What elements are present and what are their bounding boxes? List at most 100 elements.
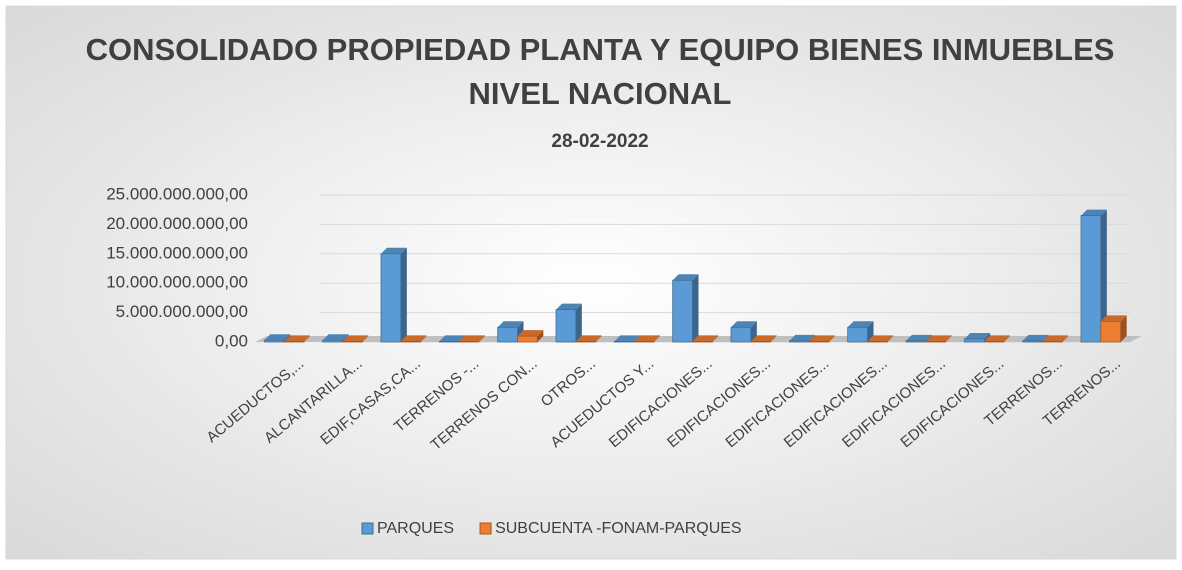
- bar-face: [983, 341, 1005, 343]
- bar: [517, 330, 544, 343]
- bar-face: [400, 341, 422, 343]
- bar-top: [672, 274, 699, 281]
- bar: [575, 335, 602, 343]
- bar-face: [1042, 341, 1063, 343]
- bar-side: [945, 335, 952, 342]
- bar-top: [692, 335, 719, 342]
- bar-side: [712, 335, 719, 342]
- bar-top: [906, 334, 932, 341]
- bar: [963, 333, 991, 343]
- bar-top: [1100, 315, 1127, 322]
- bar-side: [654, 335, 660, 342]
- bar-top: [809, 335, 835, 342]
- y-tick-label: 20.000.000.000,00: [106, 214, 248, 233]
- bar-top: [439, 335, 466, 342]
- bar-top: [1081, 209, 1107, 216]
- bar-face: [1080, 215, 1102, 343]
- bar-face: [847, 326, 868, 343]
- bar-top: [925, 335, 952, 342]
- bar: [672, 274, 699, 343]
- bar: [692, 335, 719, 343]
- bar-side: [887, 335, 894, 342]
- bar: [1100, 315, 1127, 343]
- bar-top: [264, 334, 291, 341]
- bar-face: [808, 341, 830, 343]
- bar-top: [322, 334, 349, 341]
- y-tick-label: 25.000.000.000,00: [106, 184, 248, 203]
- bar-side: [595, 335, 602, 342]
- bar-top: [459, 335, 485, 342]
- bar-side: [829, 335, 835, 342]
- bar-top: [731, 321, 757, 328]
- bar-top: [575, 335, 602, 342]
- bar: [925, 335, 952, 343]
- bar-top: [847, 321, 874, 328]
- bar-face: [283, 341, 305, 343]
- bar-side: [575, 303, 582, 342]
- bar-top: [517, 330, 544, 337]
- bar-top: [1042, 335, 1069, 342]
- bar-top: [1022, 334, 1049, 341]
- chart-subtitle: 28-02-2022: [551, 131, 648, 152]
- bar-face: [380, 253, 402, 343]
- bar: [808, 335, 835, 343]
- bar-top: [984, 335, 1010, 342]
- bar-side: [479, 335, 485, 342]
- bar-top: [750, 335, 777, 342]
- bar: [730, 321, 757, 343]
- bar-face: [575, 341, 597, 343]
- bar: [983, 335, 1010, 343]
- bar-face: [1022, 340, 1043, 343]
- bar-face: [263, 339, 285, 343]
- bar: [633, 335, 660, 343]
- bar-face: [750, 341, 772, 343]
- bar-face: [672, 279, 693, 343]
- bar-top: [556, 303, 582, 310]
- bar: [555, 303, 582, 343]
- bar-side: [304, 335, 310, 342]
- bar-top: [634, 335, 660, 342]
- bar: [750, 335, 777, 343]
- bar: [847, 321, 874, 343]
- y-tick-label: 5.000.000.000,00: [116, 302, 248, 321]
- legend-swatch: [479, 522, 492, 535]
- bar: [867, 335, 894, 343]
- bar-side: [692, 274, 699, 342]
- bar: [283, 335, 310, 343]
- bar-side: [867, 321, 874, 342]
- bar-top: [867, 335, 894, 342]
- bar: [1080, 209, 1107, 343]
- bar-face: [788, 340, 810, 343]
- chart-title: CONSOLIDADO PROPIEDAD PLANTA Y EQUIPO BI…: [86, 32, 1115, 111]
- chart-area: [5, 5, 1177, 560]
- bar: [458, 335, 485, 343]
- bar-top: [789, 334, 816, 341]
- bar-face: [438, 341, 460, 343]
- y-tick-label: 10.000.000.000,00: [106, 273, 248, 292]
- bar-face: [867, 341, 888, 343]
- bar-top: [342, 335, 369, 342]
- bar-side: [750, 321, 757, 342]
- bar-face: [517, 335, 538, 343]
- bar-side: [537, 330, 544, 342]
- bar: [1042, 335, 1069, 343]
- bar: [342, 335, 369, 343]
- bar-side: [1100, 209, 1107, 342]
- bar-top: [284, 335, 310, 342]
- bar-face: [555, 309, 577, 343]
- bar-face: [342, 341, 363, 343]
- bar-side: [770, 335, 777, 342]
- bar-top: [400, 335, 427, 342]
- y-tick-label: 15.000.000.000,00: [106, 243, 248, 262]
- bar-face: [613, 341, 635, 343]
- title-line: NIVEL NACIONAL: [469, 76, 732, 111]
- bar-side: [1062, 335, 1069, 342]
- bar-top: [614, 335, 641, 342]
- bar-face: [925, 341, 947, 343]
- bar-face: [497, 326, 518, 343]
- y-tick-label: 0,00: [215, 331, 248, 350]
- bar-face: [905, 340, 927, 343]
- title-line: CONSOLIDADO PROPIEDAD PLANTA Y EQUIPO BI…: [86, 32, 1115, 67]
- bar-side: [1004, 335, 1010, 342]
